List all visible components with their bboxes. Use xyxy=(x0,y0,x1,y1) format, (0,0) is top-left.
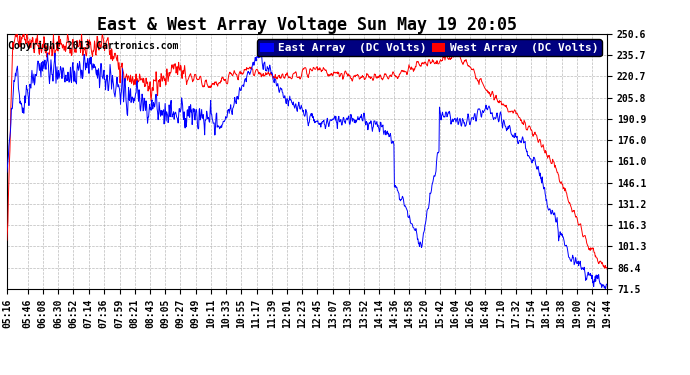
Text: Copyright 2013 Cartronics.com: Copyright 2013 Cartronics.com xyxy=(8,41,178,51)
Legend: East Array  (DC Volts), West Array  (DC Volts): East Array (DC Volts), West Array (DC Vo… xyxy=(257,39,602,56)
Title: East & West Array Voltage Sun May 19 20:05: East & West Array Voltage Sun May 19 20:… xyxy=(97,16,517,34)
